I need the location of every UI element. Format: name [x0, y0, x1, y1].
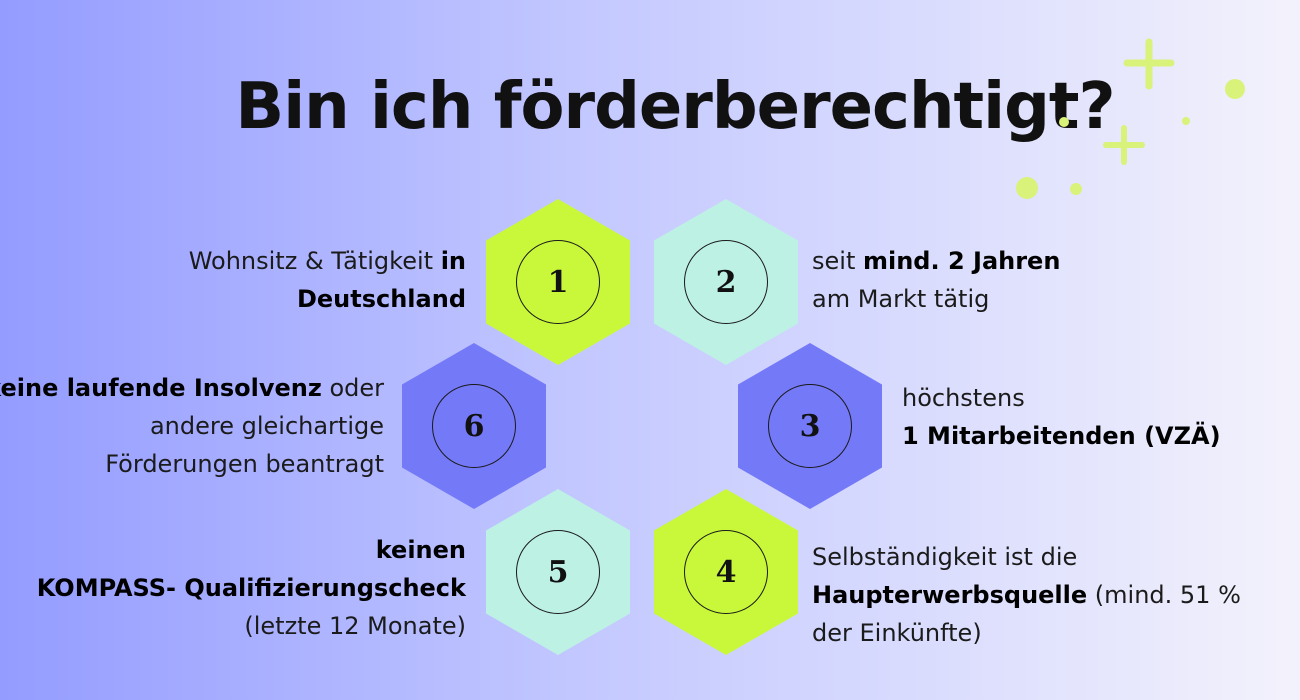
- dot-icon: [1070, 183, 1082, 195]
- hexagon-1: 1: [486, 199, 630, 365]
- number-2: 2: [684, 240, 768, 324]
- page-title: Bin ich förderberechtigt?: [235, 70, 1115, 144]
- criterion-5-text: keinen KOMPASS- Qualifizierungscheck (le…: [36, 536, 466, 640]
- dot-icon: [1225, 79, 1245, 99]
- hexagon-4: 4: [654, 489, 798, 655]
- dot-icon: [1182, 117, 1190, 125]
- criterion-6-text: keine laufende Insolvenz oder andere gle…: [0, 374, 384, 478]
- number-1: 1: [516, 240, 600, 324]
- number-5: 5: [516, 530, 600, 614]
- criterion-3-text: höchstens 1 Mitarbeitenden (VZÄ): [902, 384, 1221, 450]
- dot-icon: [1016, 177, 1038, 199]
- number-6: 6: [432, 384, 516, 468]
- hexagon-3: 3: [738, 343, 882, 509]
- criterion-1-text: Wohnsitz & Tätigkeit in Deutschland: [188, 247, 466, 313]
- dot-icon: [1059, 117, 1069, 127]
- hexagon-6: 6: [402, 343, 546, 509]
- hexagon-5: 5: [486, 489, 630, 655]
- criterion-2-text: seit mind. 2 Jahren am Markt tätig: [812, 247, 1061, 313]
- number-3: 3: [768, 384, 852, 468]
- criterion-4-text: Selbständigkeit ist die Haupterwerbsquel…: [812, 543, 1241, 647]
- number-4: 4: [684, 530, 768, 614]
- hexagon-2: 2: [654, 199, 798, 365]
